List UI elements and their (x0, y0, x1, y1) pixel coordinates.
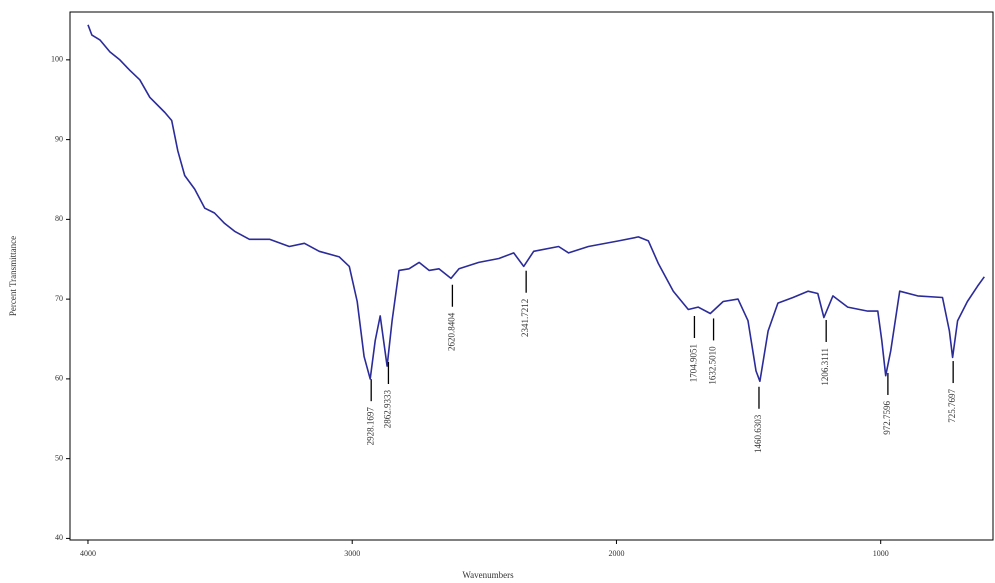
peak-label: 1460.6303 (753, 414, 763, 453)
y-tick-label: 60 (55, 374, 63, 383)
plot-frame (69, 11, 994, 541)
x-tick-label: 1000 (873, 549, 889, 558)
peak-label: 2928.1697 (365, 407, 375, 446)
x-tick-label: 4000 (80, 549, 96, 558)
y-tick-label: 100 (51, 55, 63, 64)
y-tick-label: 50 (55, 453, 63, 462)
peak-label: 2620.8404 (446, 312, 456, 351)
peak-label: 2341.7212 (520, 299, 530, 337)
peak-label: 972.7596 (882, 400, 892, 434)
spectrum-line (87, 24, 985, 383)
peak-label: 725.7697 (947, 389, 957, 423)
x-tick-label: 2000 (608, 549, 624, 558)
peak-label: 1704.9051 (688, 344, 698, 382)
y-tick-label: 70 (55, 294, 63, 303)
peak-label: 1632.5010 (708, 346, 718, 385)
y-tick-label: 80 (55, 214, 63, 223)
y-axis-label: Percent Transmittance (8, 236, 18, 316)
peak-label: 1206.3111 (820, 348, 830, 386)
peak-label: 2862.9333 (382, 390, 392, 429)
y-tick-label: 90 (55, 134, 63, 143)
x-tick-label: 3000 (344, 549, 360, 558)
x-axis-label: Wavenumbers (462, 570, 514, 580)
y-tick-label: 40 (55, 533, 63, 542)
